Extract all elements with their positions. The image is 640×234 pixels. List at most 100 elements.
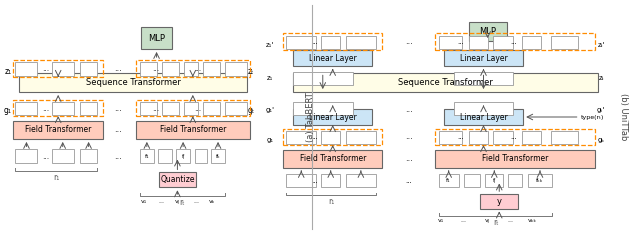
Text: Sequence Transformer: Sequence Transformer <box>86 78 180 87</box>
FancyBboxPatch shape <box>158 149 172 163</box>
FancyBboxPatch shape <box>283 150 383 168</box>
Text: ...: ... <box>312 39 318 45</box>
Text: g₁: g₁ <box>266 137 273 143</box>
FancyBboxPatch shape <box>140 62 157 76</box>
Text: ...: ... <box>159 199 164 204</box>
Text: ...: ... <box>405 105 413 113</box>
Text: ...: ... <box>461 218 467 223</box>
Text: Sequence Transformer: Sequence Transformer <box>398 78 493 87</box>
FancyBboxPatch shape <box>321 36 340 49</box>
Text: (b) UniTTab: (b) UniTTab <box>620 93 628 141</box>
FancyBboxPatch shape <box>454 102 513 115</box>
Text: ...: ... <box>406 178 412 184</box>
FancyBboxPatch shape <box>444 50 524 66</box>
Text: MLP: MLP <box>479 27 496 36</box>
Text: ...: ... <box>114 125 122 135</box>
FancyBboxPatch shape <box>159 172 196 187</box>
FancyBboxPatch shape <box>162 102 179 115</box>
Text: fⱼ: fⱼ <box>493 178 496 183</box>
Text: rₜ: rₜ <box>493 218 499 227</box>
FancyBboxPatch shape <box>493 36 513 49</box>
FancyBboxPatch shape <box>176 149 190 163</box>
Text: Field Transformer: Field Transformer <box>300 154 366 164</box>
Text: zₜ: zₜ <box>598 75 604 81</box>
Text: v₁: v₁ <box>141 199 147 204</box>
FancyBboxPatch shape <box>444 109 524 125</box>
FancyBboxPatch shape <box>522 131 541 144</box>
FancyBboxPatch shape <box>184 102 198 115</box>
Text: MLP: MLP <box>148 33 165 43</box>
Text: ...: ... <box>42 152 49 161</box>
FancyBboxPatch shape <box>293 109 372 125</box>
Text: g₁': g₁' <box>265 107 275 113</box>
FancyBboxPatch shape <box>485 174 504 187</box>
FancyBboxPatch shape <box>184 62 198 76</box>
FancyBboxPatch shape <box>140 102 157 115</box>
FancyBboxPatch shape <box>15 102 38 115</box>
Text: g₁: g₁ <box>4 106 12 114</box>
Text: Quantize: Quantize <box>160 176 195 184</box>
Text: gₜ': gₜ' <box>597 107 605 113</box>
FancyBboxPatch shape <box>80 149 97 163</box>
Text: r₁: r₁ <box>53 173 60 182</box>
FancyBboxPatch shape <box>522 36 541 49</box>
FancyBboxPatch shape <box>195 149 207 163</box>
FancyBboxPatch shape <box>203 62 220 76</box>
FancyBboxPatch shape <box>225 62 247 76</box>
Text: vⱼ: vⱼ <box>484 218 489 223</box>
FancyBboxPatch shape <box>293 50 372 66</box>
Text: z₁: z₁ <box>4 66 12 76</box>
Text: ...: ... <box>194 104 201 113</box>
Text: Field Transformer: Field Transformer <box>159 125 226 135</box>
FancyBboxPatch shape <box>439 174 459 187</box>
FancyBboxPatch shape <box>439 36 462 49</box>
FancyBboxPatch shape <box>552 36 578 49</box>
Text: ...: ... <box>42 64 49 73</box>
FancyBboxPatch shape <box>480 194 518 208</box>
Text: ...: ... <box>457 39 464 45</box>
FancyBboxPatch shape <box>293 72 353 85</box>
Text: type(rₜ): type(rₜ) <box>581 114 605 120</box>
Text: z₁': z₁' <box>266 42 274 48</box>
FancyBboxPatch shape <box>527 174 552 187</box>
Text: f₁: f₁ <box>145 154 149 159</box>
FancyBboxPatch shape <box>15 62 38 76</box>
Text: vⱼ: vⱼ <box>175 199 180 204</box>
Text: fₖ: fₖ <box>216 154 221 159</box>
Text: fⱼ: fⱼ <box>182 154 185 159</box>
Text: ...: ... <box>405 154 413 164</box>
Text: Linear Layer: Linear Layer <box>309 113 356 121</box>
Text: gₖ: gₖ <box>598 137 605 143</box>
FancyBboxPatch shape <box>225 102 247 115</box>
Text: fₖₖ: fₖₖ <box>536 178 544 183</box>
FancyBboxPatch shape <box>80 62 97 76</box>
FancyBboxPatch shape <box>80 102 97 115</box>
Text: ...: ... <box>405 74 413 84</box>
FancyBboxPatch shape <box>346 36 376 49</box>
FancyBboxPatch shape <box>493 131 513 144</box>
Text: ...: ... <box>114 64 122 73</box>
Text: ...: ... <box>405 132 413 142</box>
FancyBboxPatch shape <box>15 149 38 163</box>
Text: gₜ: gₜ <box>248 106 255 114</box>
FancyBboxPatch shape <box>463 174 480 187</box>
Text: v₁: v₁ <box>438 218 444 223</box>
FancyBboxPatch shape <box>435 150 595 168</box>
Text: Linear Layer: Linear Layer <box>460 54 508 62</box>
Text: Field Transformer: Field Transformer <box>482 154 548 164</box>
FancyBboxPatch shape <box>293 102 353 115</box>
Text: zₜ: zₜ <box>248 66 254 76</box>
Text: zₜ': zₜ' <box>597 42 605 48</box>
Text: rₜ: rₜ <box>180 197 185 207</box>
Text: (a) TabBERT: (a) TabBERT <box>306 92 315 142</box>
FancyBboxPatch shape <box>508 174 522 187</box>
Text: ...: ... <box>510 39 516 45</box>
Text: vₖ: vₖ <box>209 199 216 204</box>
Text: ...: ... <box>312 134 318 140</box>
Text: ...: ... <box>152 64 159 73</box>
FancyBboxPatch shape <box>321 131 340 144</box>
Text: ...: ... <box>42 104 49 113</box>
Text: ...: ... <box>114 152 122 161</box>
Text: ...: ... <box>457 134 464 140</box>
FancyBboxPatch shape <box>19 73 247 92</box>
